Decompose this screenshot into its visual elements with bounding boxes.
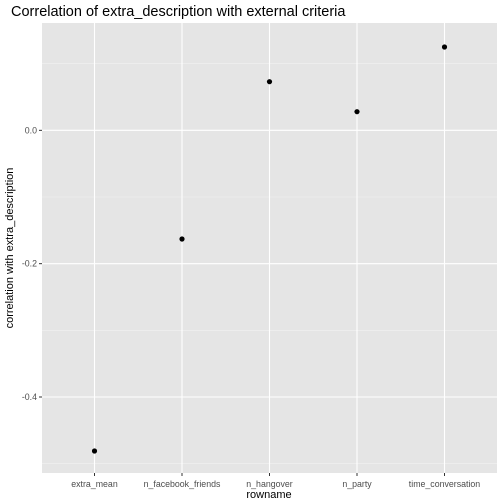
y-tick-label: -0.2 bbox=[22, 259, 37, 269]
y-tick-label: 0.0 bbox=[25, 125, 37, 135]
data-point-n_hangover bbox=[266, 79, 273, 85]
x-tick-label: n_facebook_friends bbox=[144, 479, 221, 489]
x-tick-label: n_hangover bbox=[246, 479, 293, 489]
x-axis-ticks: extra_mean n_facebook_friends n_hangover n_… bbox=[71, 473, 480, 489]
data-point-time_conversation bbox=[441, 44, 448, 50]
x-axis-label: rowname bbox=[246, 489, 291, 501]
y-axis-label: correlation with extra_description bbox=[4, 168, 16, 329]
data-point-extra_mean bbox=[91, 448, 98, 454]
data-points bbox=[91, 44, 448, 454]
x-tick-label: extra_mean bbox=[71, 479, 118, 489]
data-point-n_party bbox=[354, 109, 360, 115]
chart-title: Correlation of extra_description with ex… bbox=[11, 4, 346, 20]
x-tick-label: n_party bbox=[342, 479, 372, 489]
data-point-n_facebook_friends bbox=[179, 236, 185, 242]
x-tick-label: time_conversation bbox=[409, 479, 480, 489]
y-tick-label: -0.4 bbox=[22, 392, 37, 402]
grid-lines bbox=[42, 23, 497, 473]
y-axis-ticks: -0.4 -0.2 0.0 bbox=[22, 125, 42, 402]
